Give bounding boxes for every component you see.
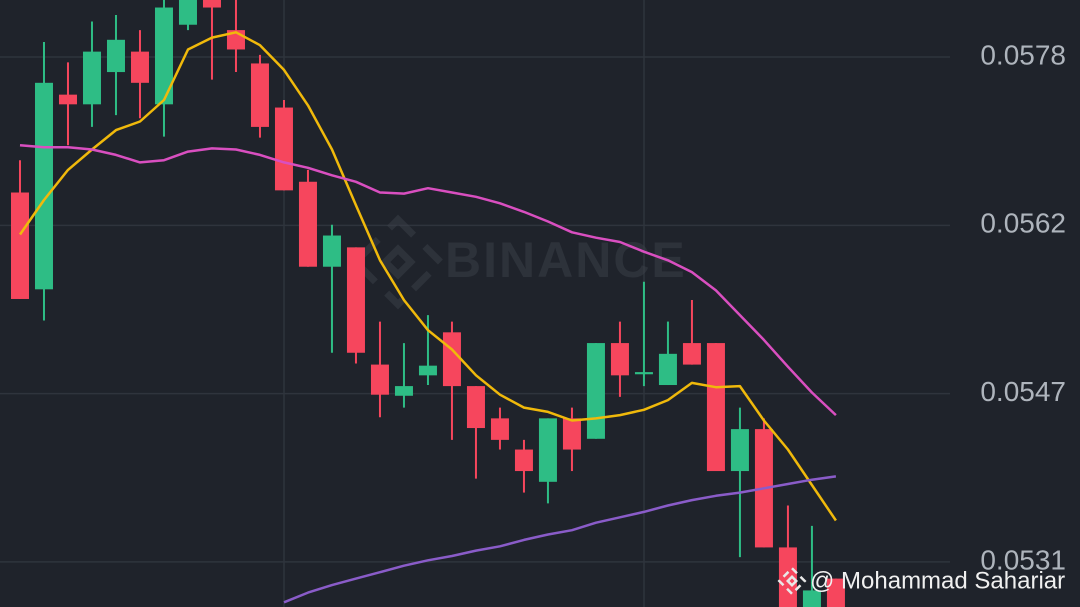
moving-average-line xyxy=(283,475,837,604)
candle-body xyxy=(826,578,845,607)
y-tick-label: 0.0578 xyxy=(980,39,1066,70)
watermark-text: BINANCE xyxy=(445,232,687,288)
candle-body xyxy=(370,364,389,395)
candle-body xyxy=(586,343,605,439)
candle-body xyxy=(730,429,749,472)
candle-body xyxy=(514,449,533,472)
candle-body xyxy=(34,82,53,290)
candle-body xyxy=(706,343,725,472)
candle-body xyxy=(154,7,173,105)
candle-body xyxy=(682,343,701,365)
candle-body xyxy=(274,107,293,191)
candle-body xyxy=(130,51,149,83)
candle-body xyxy=(442,332,461,387)
candle-body xyxy=(658,353,677,386)
candle-body xyxy=(538,418,557,482)
y-tick-label: 0.0547 xyxy=(980,376,1066,407)
moving-average-line xyxy=(18,31,837,522)
credit-text: @ Mohammad Sahariar xyxy=(810,567,1065,594)
candle-body xyxy=(322,235,341,267)
axis-labels: 0.0578 0.0562 0.0547 0.0531 xyxy=(980,39,1066,575)
candle-body xyxy=(298,181,317,267)
candle-body xyxy=(562,418,581,450)
candle-body xyxy=(418,365,437,376)
candle-body xyxy=(394,386,413,396)
candle-body xyxy=(10,192,29,299)
marks xyxy=(10,0,845,607)
candle-body xyxy=(82,51,101,105)
credit: @ Mohammad Sahariar xyxy=(777,566,1065,596)
candle-body xyxy=(490,418,509,440)
candle-body xyxy=(610,343,629,376)
y-tick-label: 0.0531 xyxy=(980,544,1066,575)
candle-body xyxy=(58,94,77,105)
candle-body xyxy=(250,63,269,127)
moving-average-line xyxy=(19,143,837,417)
y-tick-label: 0.0562 xyxy=(980,208,1066,239)
candle-body xyxy=(466,386,485,429)
candle-body xyxy=(634,372,653,375)
candle-body xyxy=(178,0,197,25)
candle-body xyxy=(202,0,221,8)
candle-body xyxy=(802,590,821,607)
candle-body xyxy=(778,547,797,607)
watermark: BINANCE xyxy=(350,214,687,310)
candle-body xyxy=(106,39,125,73)
candle-body xyxy=(346,247,365,353)
